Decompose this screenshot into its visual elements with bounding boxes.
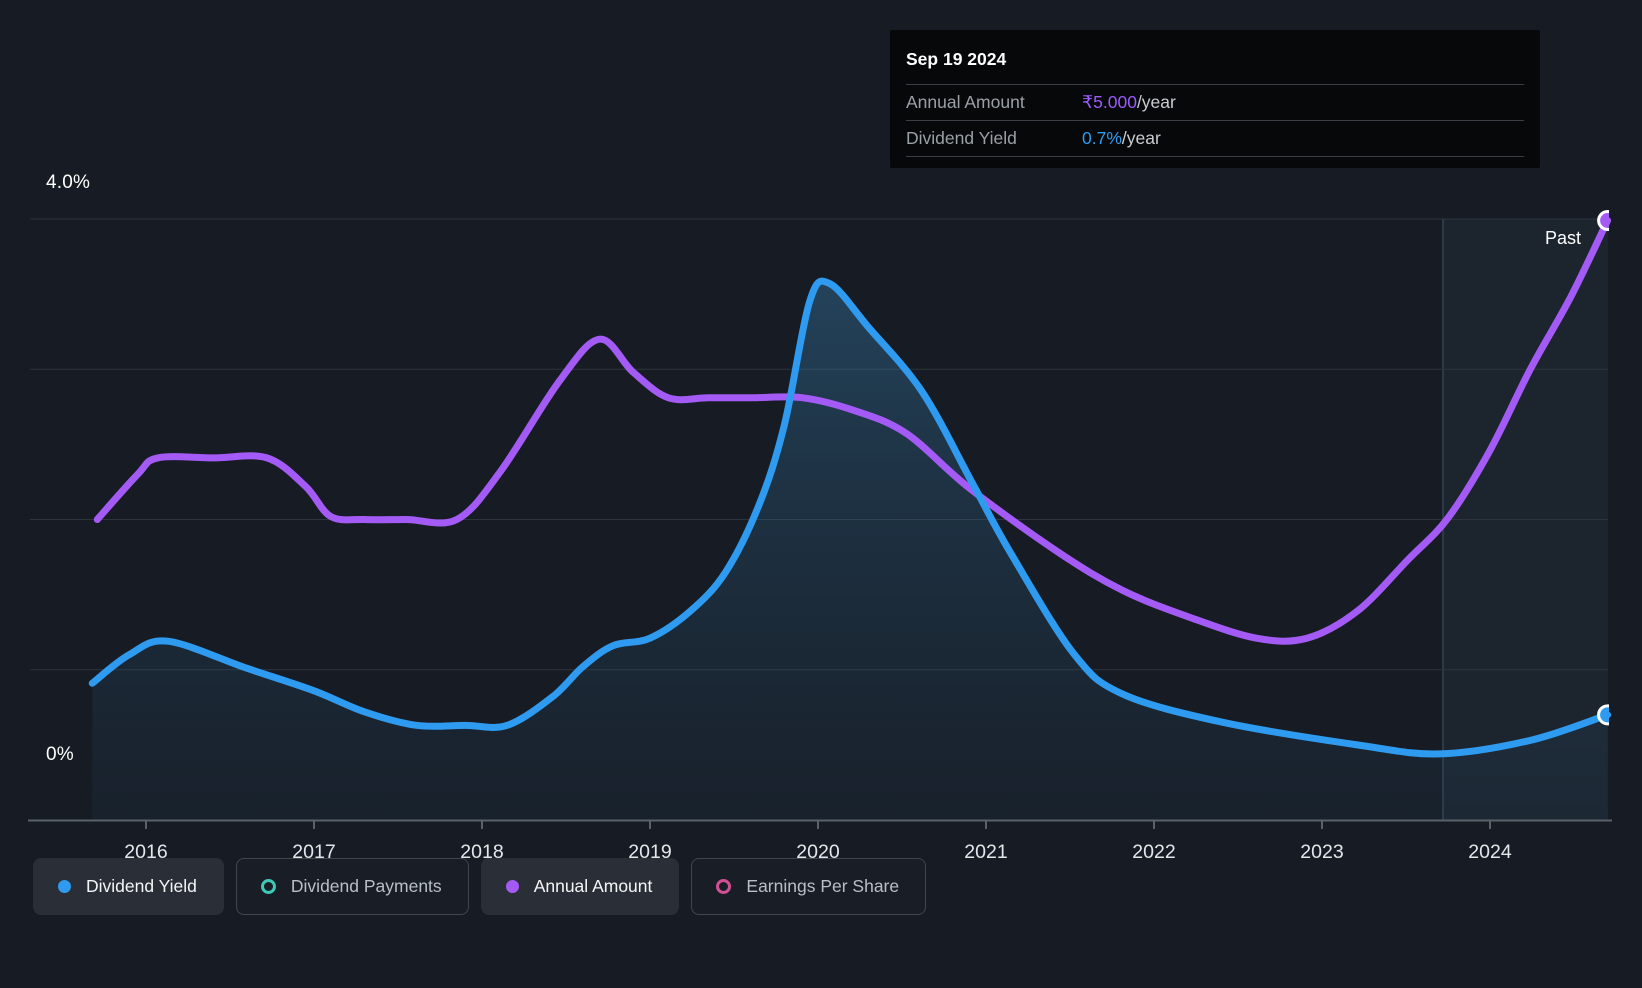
- tooltip-label: Annual Amount: [906, 92, 1025, 112]
- legend-label: Earnings Per Share: [746, 876, 900, 896]
- chart-legend: Dividend Yield Dividend Payments Annual …: [33, 858, 927, 915]
- tooltip-date: Sep 19 2024: [906, 48, 1007, 69]
- x-tick-label: 2017: [292, 841, 335, 863]
- dividend-yield-line: [88, 277, 1612, 758]
- legend-label: Dividend Payments: [290, 876, 442, 896]
- x-tick-label: 2023: [1300, 841, 1343, 863]
- earnings-per-share-swatch-icon: [716, 879, 732, 894]
- tooltip-value-suffix: /year: [1136, 92, 1176, 112]
- legend-toggle-dividend-yield[interactable]: Dividend Yield: [33, 858, 224, 915]
- y-axis-min-label: 0%: [46, 744, 74, 765]
- past-region-label: Past: [1545, 228, 1582, 248]
- legend-toggle-earnings-per-share[interactable]: Earnings Per Share: [691, 858, 927, 915]
- annual-amount-line: [93, 217, 1612, 645]
- legend-toggle-dividend-payments[interactable]: Dividend Payments: [235, 858, 469, 915]
- annual-amount-swatch-icon: [505, 880, 519, 893]
- legend-toggle-annual-amount[interactable]: Annual Amount: [480, 858, 680, 915]
- chart-tooltip: Sep 19 2024 Annual Amount ₹5.000/year Di…: [890, 30, 1540, 168]
- tooltip-value: ₹5.000: [1082, 92, 1137, 112]
- y-axis-max-label: 4.0%: [46, 172, 91, 193]
- dividend-payments-swatch-icon: [260, 879, 276, 894]
- x-tick-label: 2022: [1132, 841, 1175, 863]
- x-tick-label: 2024: [1468, 841, 1512, 863]
- x-tick-label: 2020: [796, 841, 840, 863]
- annual-amount-end-marker: [1597, 210, 1609, 231]
- tooltip-value: 0.7%: [1082, 128, 1122, 148]
- dividend-yield-end-marker: [1597, 704, 1609, 726]
- x-tick-label: 2021: [964, 841, 1007, 863]
- x-tick-label: 2019: [628, 841, 671, 863]
- legend-label: Dividend Yield: [86, 876, 197, 896]
- tooltip-row-dividend-yield: Dividend Yield 0.7%/year: [906, 120, 1524, 157]
- dividend-yield-area: [92, 281, 1608, 820]
- x-tick-label: 2016: [124, 841, 167, 863]
- x-tick-label: 2018: [460, 841, 503, 863]
- dividend-yield-swatch-icon: [58, 880, 71, 893]
- tooltip-label: Dividend Yield: [906, 128, 1017, 148]
- legend-label: Annual Amount: [533, 876, 653, 896]
- tooltip-value-suffix: /year: [1121, 128, 1161, 148]
- tooltip-row-annual-amount: Annual Amount ₹5.000/year: [906, 84, 1524, 120]
